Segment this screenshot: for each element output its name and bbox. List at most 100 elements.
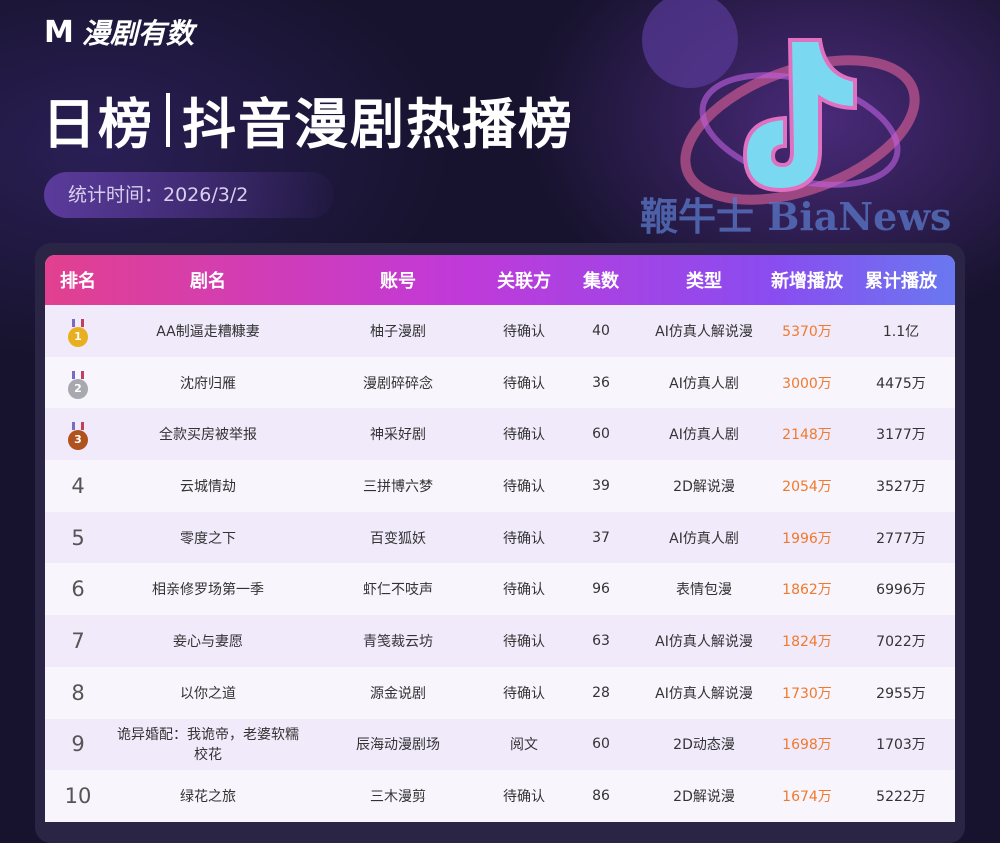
header-episodes: 集数 (583, 271, 619, 292)
rank-number: 7 (71, 628, 85, 653)
new-plays: 1996万 (782, 530, 832, 547)
drama-name: AA制逼走糟糠妻 (156, 323, 260, 340)
rank-number: 9 (71, 732, 85, 757)
total-plays: 1703万 (876, 737, 926, 754)
episodes: 86 (592, 788, 610, 805)
rank-cell: 5 (45, 526, 111, 550)
drama-name: 零度之下 (180, 530, 236, 547)
related-party: 待确认 (503, 375, 545, 392)
header-type: 类型 (686, 271, 722, 292)
douyin-logo-icon (642, 0, 920, 205)
table-row[interactable]: 2 沈府归雁 漫剧碎碎念 待确认 36 AI仿真人剧 3000万 4475万 (45, 356, 955, 409)
rank-cell: 6 (45, 577, 111, 601)
header-name: 剧名 (190, 271, 226, 292)
table-body: 1 AA制逼走糟糠妻 柚子漫剧 待确认 40 AI仿真人解说漫 5370万 1.1亿 2 沈府归雁… (45, 305, 955, 822)
table-header: 排名 剧名 账号 关联方 集数 类型 新增播放 累计播放 (45, 255, 955, 305)
table-row[interactable]: 4 云城情劫 三拼博六梦 待确认 39 2D解说漫 2054万 3527万 (45, 460, 955, 512)
related-party: 待确认 (503, 685, 545, 702)
drama-name: 以你之道 (180, 685, 236, 702)
account: 漫剧碎碎念 (363, 375, 433, 392)
account: 百变狐妖 (370, 530, 426, 547)
rank-number: 8 (71, 680, 85, 705)
related-party: 待确认 (503, 323, 545, 340)
rank-cell: 1 (45, 315, 111, 347)
drama-type: AI仿真人解说漫 (655, 633, 753, 650)
episodes: 60 (592, 736, 610, 753)
rank-number: 6 (71, 577, 85, 602)
rank-cell: 8 (45, 681, 111, 705)
logo-icon: M (44, 14, 74, 50)
title-right: 抖音漫剧热播榜 (182, 93, 574, 156)
episodes: 36 (592, 374, 610, 391)
account: 青笺裁云坊 (363, 633, 433, 650)
account: 三木漫剪 (370, 789, 426, 806)
new-plays: 1674万 (782, 789, 832, 806)
drama-type: AI仿真人解说漫 (655, 323, 753, 340)
new-plays: 1824万 (782, 633, 832, 650)
rank-cell: 9 (45, 732, 111, 756)
drama-type: 表情包漫 (676, 582, 732, 599)
drama-type: AI仿真人剧 (669, 427, 739, 444)
episodes: 28 (592, 684, 610, 701)
rank-cell: 10 (45, 784, 111, 808)
episodes: 39 (592, 477, 610, 494)
table-row[interactable]: 1 AA制逼走糟糠妻 柚子漫剧 待确认 40 AI仿真人解说漫 5370万 1.1亿 (45, 305, 955, 357)
table-row[interactable]: 10 绿花之旅 三木漫剪 待确认 86 2D解说漫 1674万 5222万 (45, 770, 955, 822)
rank-number: 4 (71, 473, 85, 498)
new-plays: 5370万 (782, 323, 832, 340)
account: 虾仁不吱声 (363, 582, 433, 599)
new-plays: 1730万 (782, 685, 832, 702)
episodes: 63 (592, 632, 610, 649)
related-party: 待确认 (503, 530, 545, 547)
drama-type: AI仿真人剧 (669, 530, 739, 547)
silver-medal-icon: 2 (68, 370, 88, 399)
table-row[interactable]: 8 以你之道 源金说剧 待确认 28 AI仿真人解说漫 1730万 2955万 (45, 666, 955, 719)
gold-medal-icon: 1 (68, 318, 88, 347)
total-plays: 2955万 (876, 685, 926, 702)
total-plays: 6996万 (876, 582, 926, 599)
header-total-plays: 累计播放 (865, 271, 937, 292)
related-party: 待确认 (503, 427, 545, 444)
related-party: 待确认 (503, 582, 545, 599)
total-plays: 4475万 (876, 375, 926, 392)
bronze-medal-icon: 3 (68, 422, 88, 451)
title-left: 日榜 (42, 93, 154, 156)
table-row[interactable]: 6 相亲修罗场第一季 虾仁不吱声 待确认 96 表情包漫 1862万 6996万 (45, 563, 955, 616)
drama-name: 沈府归雁 (180, 375, 236, 392)
total-plays: 2777万 (876, 530, 926, 547)
drama-name: 妾心与妻愿 (173, 633, 243, 650)
total-plays: 7022万 (876, 633, 926, 650)
total-plays: 3177万 (876, 427, 926, 444)
rank-cell: 2 (45, 367, 111, 399)
header-account: 账号 (380, 271, 416, 292)
table-row[interactable]: 7 妾心与妻愿 青笺裁云坊 待确认 63 AI仿真人解说漫 1824万 7022万 (45, 615, 955, 667)
table-row[interactable]: 3 全款买房被举报 神采好剧 待确认 60 AI仿真人剧 2148万 3177万 (45, 408, 955, 461)
related-party: 待确认 (503, 789, 545, 806)
related-party: 阅文 (510, 737, 538, 754)
account: 源金说剧 (370, 685, 426, 702)
related-party: 待确认 (503, 633, 545, 650)
page-title: 日榜 抖音漫剧热播榜 (42, 80, 574, 159)
rank-cell: 4 (45, 474, 111, 498)
header-new-plays: 新增播放 (771, 271, 843, 292)
drama-type: 2D动态漫 (673, 737, 735, 754)
ranking-card: 排名 剧名 账号 关联方 集数 类型 新增播放 累计播放 1 AA制逼走糟糠妻 柚子… (35, 243, 965, 843)
drama-type: AI仿真人剧 (669, 375, 739, 392)
new-plays: 1862万 (782, 582, 832, 599)
new-plays: 3000万 (782, 375, 832, 392)
header-party: 关联方 (497, 271, 551, 292)
table-row[interactable]: 5 零度之下 百变狐妖 待确认 37 AI仿真人剧 1996万 2777万 (45, 511, 955, 564)
table-row[interactable]: 9 诡异婚配：我诡帝，老婆软糯校花 辰海动漫剧场 阅文 60 2D动态漫 1698万 1703… (45, 718, 955, 771)
drama-name: 云城情劫 (180, 478, 236, 495)
related-party: 待确认 (503, 478, 545, 495)
drama-name: 相亲修罗场第一季 (152, 582, 264, 599)
stat-time: 统计时间：2026/3/2 (44, 172, 334, 218)
header-rank: 排名 (60, 271, 96, 292)
total-plays: 1.1亿 (882, 323, 920, 340)
ranking-table: 排名 剧名 账号 关联方 集数 类型 新增播放 累计播放 1 AA制逼走糟糠妻 柚子… (45, 255, 955, 822)
drama-type: 2D解说漫 (673, 478, 735, 495)
rank-number: 10 (64, 784, 92, 809)
new-plays: 2054万 (782, 478, 832, 495)
rank-cell: 3 (45, 418, 111, 451)
episodes: 96 (592, 581, 610, 598)
